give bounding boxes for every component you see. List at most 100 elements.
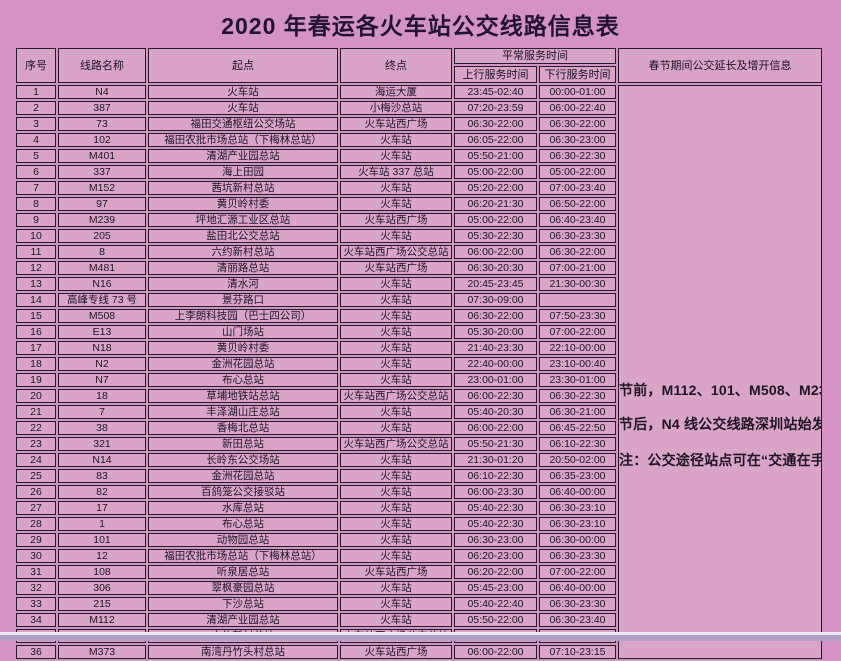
cell-origin: 新田总站 — [148, 437, 338, 451]
cell-origin: 金洲花园总站 — [148, 469, 338, 483]
cell-down-time: 06:30-22:30 — [539, 389, 616, 403]
cell-up-time: 06:30-22:00 — [454, 117, 537, 131]
cell-no: 28 — [16, 517, 56, 531]
cell-destination: 火车站 — [340, 357, 452, 371]
table-row: 18 N2 金洲花园总站 火车站 22:40-00:00 23:10-00:40 — [16, 357, 822, 371]
table-row: 28 1 布心总站 火车站 05:40-22:30 06:30-23:10 — [16, 517, 822, 531]
table-row: 24 N14 长岭东公交场站 火车站 21:30-01:20 20:50-02:00 — [16, 453, 822, 467]
cell-no: 24 — [16, 453, 56, 467]
cell-origin: 茜坑新村总站 — [148, 181, 338, 195]
cell-route: 12 — [58, 549, 146, 563]
cell-up-time: 22:40-00:00 — [454, 357, 537, 371]
cell-route: M239 — [58, 213, 146, 227]
cell-route: 215 — [58, 597, 146, 611]
cell-origin: 六约新村总站 — [148, 245, 338, 259]
cell-down-time: 07:00-22:00 — [539, 325, 616, 339]
cell-destination: 火车站 — [340, 229, 452, 243]
cell-up-time: 06:10-22:30 — [454, 469, 537, 483]
cell-no: 26 — [16, 485, 56, 499]
cell-origin: 长岭东公交场站 — [148, 453, 338, 467]
cell-destination: 火车站西广场 — [340, 645, 452, 659]
table-row: 4 102 福田农批市场总站（下梅林总站） 火车站 06:05-22:00 06:30-2… — [16, 133, 822, 147]
cell-up-time: 06:00-22:00 — [454, 645, 537, 659]
table-header: 序号 线路名称 起点 终点 平常服务时间 春节期间公交延长及增开信息 上行服务时… — [16, 48, 822, 83]
cell-down-time: 07:50-23:30 — [539, 309, 616, 323]
cell-no: 17 — [16, 341, 56, 355]
header-row-main: 序号 线路名称 起点 终点 平常服务时间 春节期间公交延长及增开信息 — [16, 48, 822, 83]
cell-no: 18 — [16, 357, 56, 371]
table-row: 10 205 盐田北公交总站 火车站 05:30-22:30 06:30-23:30 — [16, 229, 822, 243]
cell-down-time: 06:35-23:00 — [539, 469, 616, 483]
footer-strip — [0, 635, 841, 641]
cell-up-time: 05:40-20:30 — [454, 405, 537, 419]
cell-route: 205 — [58, 229, 146, 243]
cell-down-time: 06:10-22:30 — [539, 437, 616, 451]
cell-destination: 火车站 — [340, 533, 452, 547]
cell-origin: 黄贝岭村委 — [148, 197, 338, 211]
cell-destination: 火车站 — [340, 181, 452, 195]
cell-origin: 布心总站 — [148, 373, 338, 387]
cell-no: 30 — [16, 549, 56, 563]
table-row: 1 N4 火车站 海运大厦 23:45-02:40 00:00-01:00 节前，M112、… — [16, 85, 822, 659]
cell-destination: 海运大厦 — [340, 85, 452, 99]
cell-destination: 火车站西广场公交总站 — [340, 437, 452, 451]
header-no: 序号 — [16, 48, 56, 83]
cell-destination: 火车站 — [340, 197, 452, 211]
table-row: 26 82 百鸽笼公交接驳站 火车站 06:00-23:30 06:40-00:00 — [16, 485, 822, 499]
cell-up-time: 06:00-22:00 — [454, 421, 537, 435]
table-row: 23 321 新田总站 火车站西广场公交总站 05:50-21:30 06:10-22:3… — [16, 437, 822, 451]
cell-origin: 清湖产业园总站 — [148, 613, 338, 627]
cell-destination: 火车站西广场公交总站 — [340, 389, 452, 403]
cell-no: 16 — [16, 325, 56, 339]
cell-up-time: 05:50-21:00 — [454, 149, 537, 163]
cell-no: 10 — [16, 229, 56, 243]
header-origin: 起点 — [148, 48, 338, 83]
cell-up-time: 05:50-22:00 — [454, 613, 537, 627]
cell-up-time: 06:00-23:30 — [454, 485, 537, 499]
cell-origin: 福田交通枢纽公交场站 — [148, 117, 338, 131]
cell-up-time: 07:20-23:59 — [454, 101, 537, 115]
cell-origin: 丰泽湖山庄总站 — [148, 405, 338, 419]
cell-down-time: 07:00-23:40 — [539, 181, 616, 195]
cell-origin: 清水河 — [148, 277, 338, 291]
cell-up-time: 21:30-01:20 — [454, 453, 537, 467]
cell-no: 1 — [16, 85, 56, 99]
cell-destination: 火车站 — [340, 421, 452, 435]
cell-no: 27 — [16, 501, 56, 515]
cell-origin: 黄贝岭村委 — [148, 341, 338, 355]
cell-route: 8 — [58, 245, 146, 259]
cell-up-time: 05:40-22:40 — [454, 597, 537, 611]
cell-no: 36 — [16, 645, 56, 659]
cell-no: 22 — [16, 421, 56, 435]
cell-origin: 福田农批市场总站（下梅林总站） — [148, 549, 338, 563]
cell-destination: 火车站 — [340, 613, 452, 627]
cell-no: 5 — [16, 149, 56, 163]
header-spring-notes: 春节期间公交延长及增开信息 — [618, 48, 822, 83]
cell-destination: 火车站 — [340, 373, 452, 387]
cell-route: 1 — [58, 517, 146, 531]
table-row: 3 73 福田交通枢纽公交场站 火车站西广场 06:30-22:00 06:30-22:0… — [16, 117, 822, 131]
cell-origin: 下沙总站 — [148, 597, 338, 611]
cell-up-time: 07:30-09:00 — [454, 293, 537, 307]
cell-up-time: 23:00-01:00 — [454, 373, 537, 387]
cell-destination: 火车站 — [340, 501, 452, 515]
cell-destination: 火车站西广场 — [340, 213, 452, 227]
cell-origin: 草埔地铁站总站 — [148, 389, 338, 403]
cell-down-time: 06:30-23:30 — [539, 549, 616, 563]
header-destination: 终点 — [340, 48, 452, 83]
cell-down-time: 07:00-21:00 — [539, 261, 616, 275]
cell-up-time: 05:45-23:00 — [454, 581, 537, 595]
table-row: 27 17 水库总站 火车站 05:40-22:30 06:30-23:10 — [16, 501, 822, 515]
cell-route: N2 — [58, 357, 146, 371]
cell-down-time: 06:30-23:40 — [539, 613, 616, 627]
cell-up-time: 06:20-22:00 — [454, 565, 537, 579]
cell-route: 101 — [58, 533, 146, 547]
table-row: 21 7 丰泽湖山庄总站 火车站 05:40-20:30 06:30-21:00 — [16, 405, 822, 419]
bus-routes-table: 序号 线路名称 起点 终点 平常服务时间 春节期间公交延长及增开信息 上行服务时… — [14, 46, 824, 661]
cell-destination: 火车站 — [340, 293, 452, 307]
header-normal-service: 平常服务时间 — [454, 48, 616, 64]
cell-route: M112 — [58, 613, 146, 627]
cell-up-time: 06:30-20:30 — [454, 261, 537, 275]
cell-no: 19 — [16, 373, 56, 387]
table-row: 5 M401 清湖产业园总站 火车站 05:50-21:00 06:30-22:30 — [16, 149, 822, 163]
